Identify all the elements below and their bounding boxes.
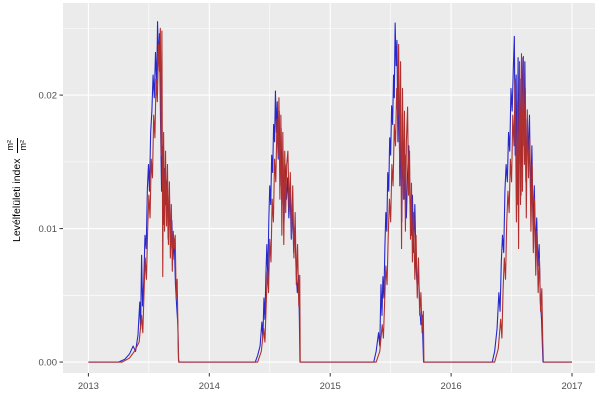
fraction-denominator: m² [17, 140, 28, 151]
y-tick-label: 0.00 [39, 357, 58, 368]
x-tick-label: 2013 [78, 381, 99, 392]
x-tick-label: 2017 [561, 381, 582, 392]
x-tick-label: 2016 [441, 381, 462, 392]
fraction-numerator: m² [5, 138, 18, 153]
y-axis-unit-fraction: m² m² [5, 138, 28, 153]
x-tick-label: 2014 [199, 381, 220, 392]
y-tick-label: 0.01 [39, 224, 58, 235]
series-line-measured-lai-red [88, 27, 573, 363]
x-tick-label: 2015 [320, 381, 341, 392]
y-axis-title: Levélfelületi index m² m² [0, 90, 36, 290]
y-tick-label: 0.02 [39, 90, 58, 101]
y-axis-title-text: Levélfelületi index [11, 158, 23, 242]
plot-panel [63, 3, 595, 373]
